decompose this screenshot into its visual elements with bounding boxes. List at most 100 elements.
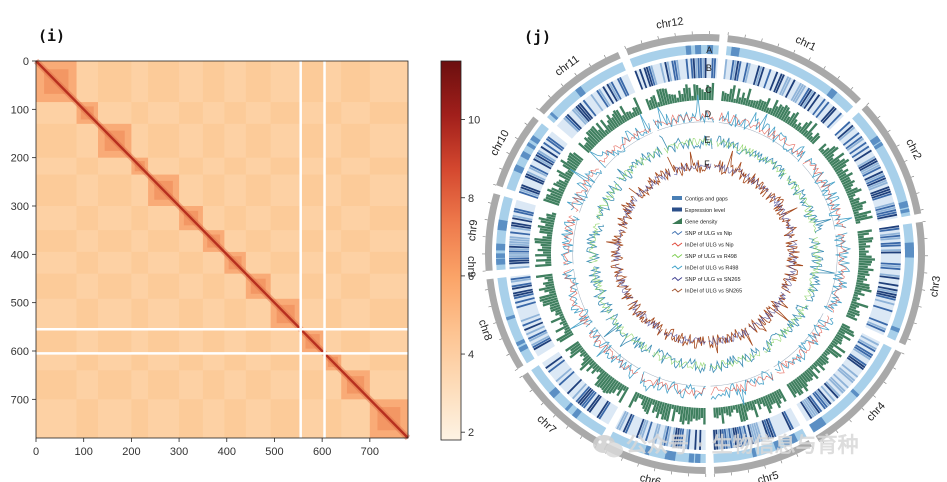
- expression-stripe: [866, 177, 887, 187]
- expression-stripe: [814, 391, 828, 408]
- expression-stripe: [528, 331, 548, 342]
- heatmap-offblock: [324, 370, 342, 400]
- heatmap-offblock: [202, 273, 225, 299]
- expression-stripe: [643, 67, 652, 87]
- legend-label: InDel of ULG vs SN265: [685, 289, 742, 295]
- y-tick-label: 500: [11, 298, 29, 310]
- heatmap-offblock: [224, 273, 246, 299]
- expression-stripe: [581, 390, 596, 408]
- heatmap-offblock: [131, 102, 149, 124]
- ideogram-tick: [548, 95, 551, 98]
- snp-indel-nip-track-secondary: [776, 315, 830, 374]
- heatmap-offblock: [202, 102, 225, 124]
- contig-gap: [900, 208, 910, 214]
- expression-stripe: [684, 429, 689, 450]
- watermark-text: 公众号 · 生物信息与育种: [626, 433, 859, 457]
- ideogram-tick: [887, 129, 891, 132]
- heatmap-offblock: [148, 329, 180, 354]
- expression-stripe: [861, 164, 881, 175]
- expression-stripe: [638, 68, 648, 89]
- heatmap-offblock: [148, 230, 180, 252]
- gene-density-histogram: [721, 85, 821, 145]
- expression-stripe: [618, 411, 629, 431]
- expression-stripe: [879, 232, 901, 237]
- ideogram-tick: [579, 436, 583, 439]
- expression-stripe: [803, 398, 817, 417]
- expression-stripe: [876, 211, 897, 218]
- ideogram-chr2: [861, 104, 922, 215]
- circos-ring-d: [560, 94, 853, 405]
- contig-gap: [773, 440, 782, 451]
- expression-stripe: [525, 173, 545, 183]
- snp-indel-sn265-track-secondary: [714, 163, 769, 192]
- expression-stripe: [868, 316, 889, 326]
- expression-stripe: [566, 378, 583, 395]
- expression-stripe: [817, 388, 832, 405]
- snp-indel-r498-track: [716, 135, 785, 180]
- snp-indel-sn265-track-secondary: [663, 332, 706, 346]
- legend-label: Expression level: [685, 208, 725, 214]
- snp-indel-r498-track-secondary: [663, 137, 713, 154]
- heatmap-offblock: [324, 206, 342, 231]
- expression-stripe: [876, 292, 897, 299]
- ideogram-tick: [850, 87, 854, 90]
- expression-stripe: [834, 121, 851, 136]
- expression-stripe: [511, 284, 532, 290]
- expression-stripe: [702, 58, 705, 79]
- ideogram-tick: [499, 167, 503, 170]
- expression-stripe: [537, 149, 556, 162]
- contig-gap: [496, 243, 506, 251]
- expression-stripe: [775, 74, 785, 94]
- expression-stripe: [516, 301, 536, 309]
- heatmap-offblock: [36, 370, 77, 400]
- expression-stripe: [755, 422, 763, 442]
- heatmap-offblock: [270, 251, 301, 274]
- contig-gap: [781, 435, 793, 447]
- expression-stripe: [509, 250, 530, 253]
- snp-indel-nip-track-secondary: [710, 374, 773, 396]
- expression-stripe: [650, 65, 658, 85]
- expression-stripe: [845, 135, 863, 150]
- chromosome-label: chr3: [928, 275, 943, 298]
- expression-stripe: [815, 101, 830, 119]
- heatmap-offblock: [245, 206, 271, 231]
- heatmap-offblock: [341, 206, 370, 231]
- heatmap-offblock: [270, 157, 301, 175]
- contig-gap: [668, 450, 677, 461]
- expression-stripe: [825, 381, 841, 397]
- expression-stripe: [566, 113, 582, 130]
- heatmap-offblock: [300, 102, 325, 124]
- heatmap-offblock: [300, 298, 325, 330]
- expression-stripe: [582, 99, 597, 117]
- heatmap-offblock: [224, 206, 246, 231]
- heatmap-offblock: [131, 230, 149, 252]
- expression-stripe: [512, 217, 533, 223]
- snp-indel-r498-track-secondary: [588, 223, 600, 264]
- expression-stripe: [742, 62, 749, 83]
- expression-stripe: [734, 60, 740, 81]
- expression-stripe: [859, 160, 878, 172]
- heatmap-offblock: [224, 399, 246, 438]
- expression-stripe: [738, 426, 745, 447]
- heatmap-offblock: [369, 273, 408, 299]
- heatmap-offblock: [270, 370, 301, 400]
- expression-stripe: [779, 76, 790, 96]
- snp-indel-nip-track-secondary: [802, 159, 846, 228]
- contig-gap: [549, 111, 559, 121]
- expression-stripe: [846, 137, 864, 152]
- gene-density-histogram: [786, 323, 855, 398]
- expression-stripe: [880, 249, 901, 252]
- snp-indel-sn265-track: [781, 239, 804, 294]
- heatmap-offblock: [148, 251, 180, 274]
- contig-gap: [850, 388, 860, 398]
- expression-stripe: [873, 304, 893, 313]
- circos-ring-letters: AB C D E F: [704, 45, 712, 169]
- expression-stripe: [532, 337, 551, 349]
- expression-stripe: [723, 59, 728, 80]
- expression-stripe: [729, 59, 735, 81]
- expression-stripe: [579, 388, 594, 406]
- snp-indel-nip-track-secondary: [598, 128, 652, 163]
- expression-stripe: [763, 419, 773, 439]
- expression-stripe: [812, 392, 826, 410]
- heatmap-offblock: [369, 353, 408, 371]
